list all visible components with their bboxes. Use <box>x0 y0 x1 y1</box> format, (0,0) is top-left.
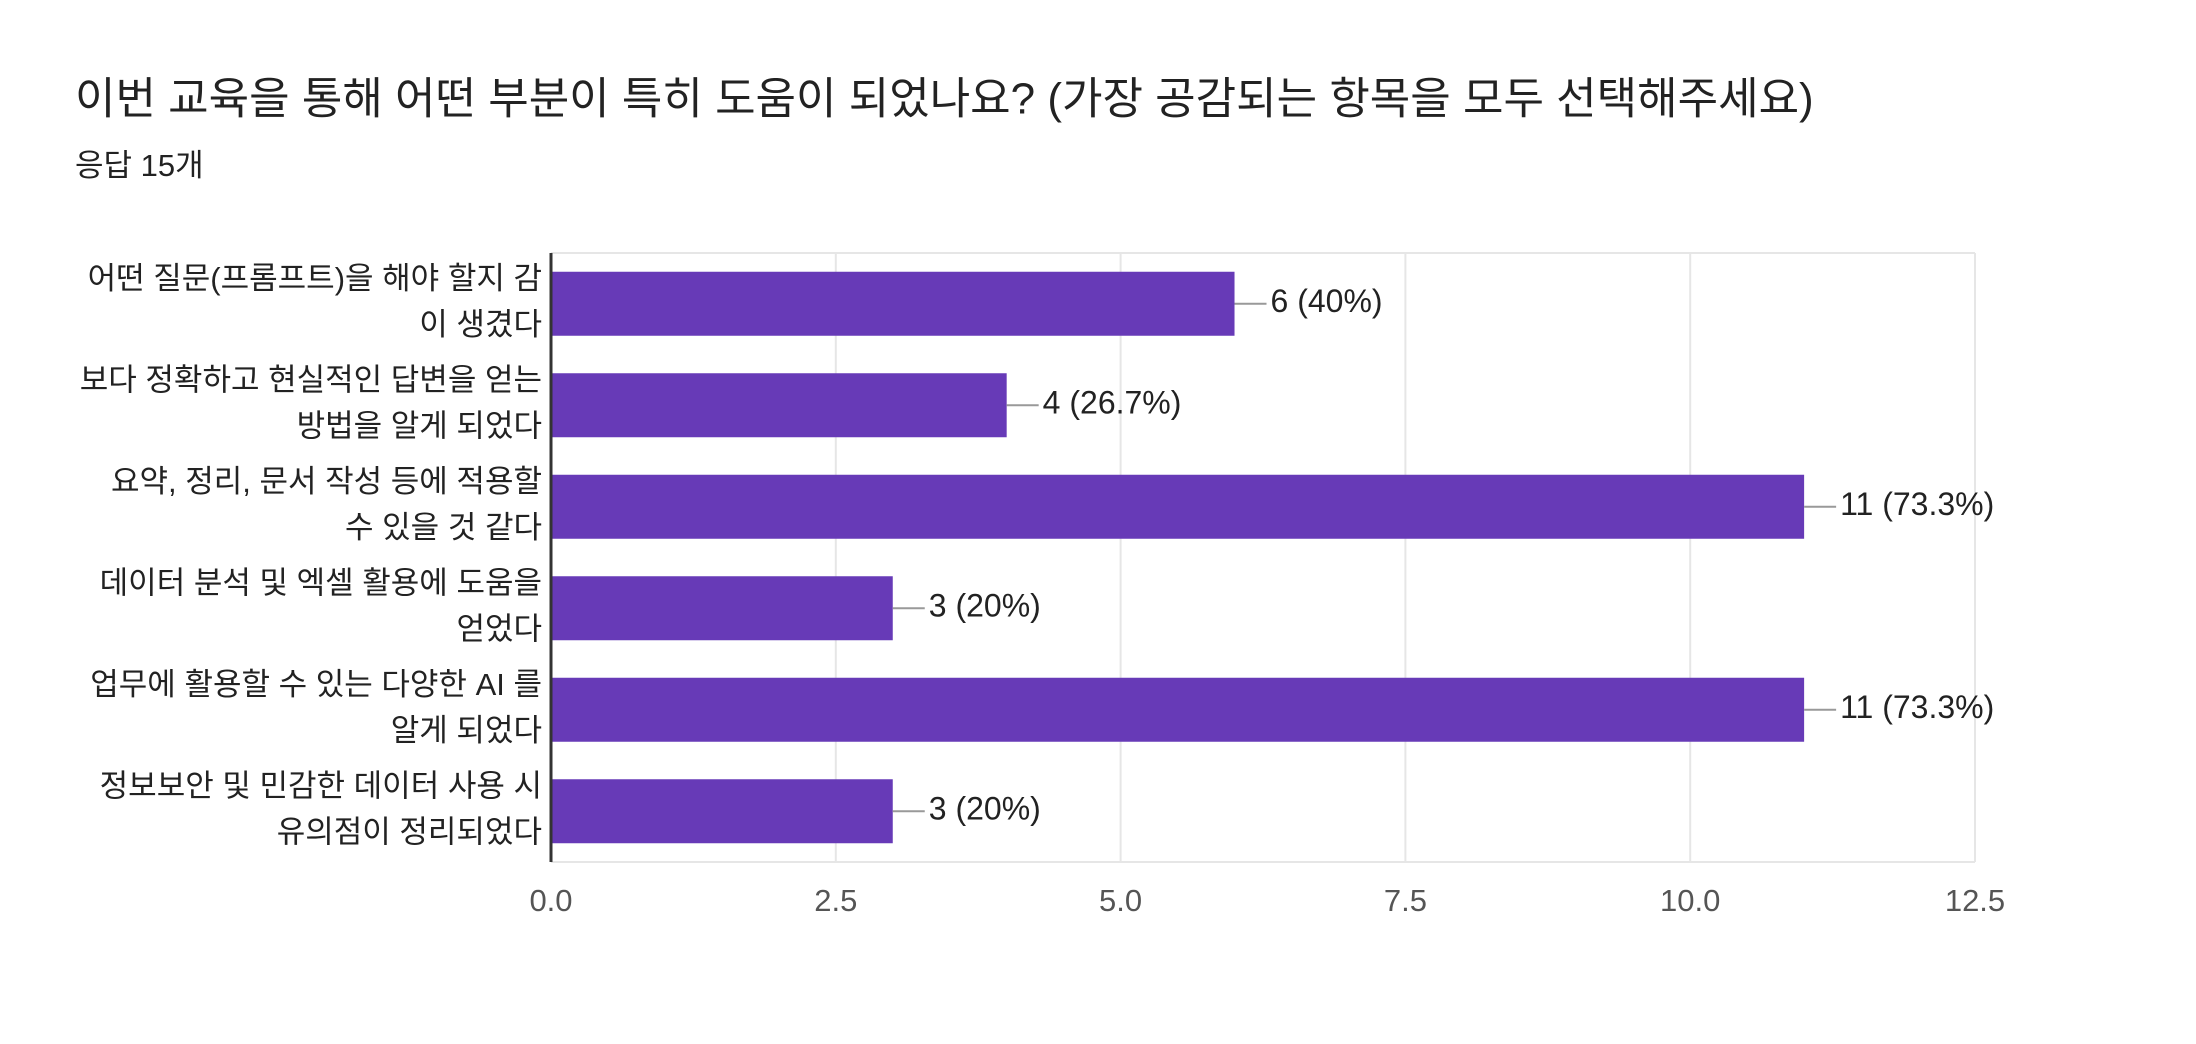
y-tick-label: 보다 정확하고 현실적인 답변을 얻는 <box>80 362 542 397</box>
y-tick-label: 정보보안 및 민감한 데이터 사용 시 <box>100 768 542 803</box>
bar <box>551 677 1805 742</box>
x-tick-label: 5.0 <box>1099 883 1142 918</box>
y-tick-label: 데이터 분석 및 엑셀 활용에 도움을 <box>100 565 542 600</box>
bar <box>551 474 1805 539</box>
value-label: 11 (73.3%) <box>1840 689 1994 725</box>
bar <box>551 271 1235 336</box>
y-tick-label: 알게 되었다 <box>391 713 542 748</box>
value-label: 4 (26.7%) <box>1043 385 1182 421</box>
y-tick-label: 이 생겼다 <box>419 307 542 342</box>
y-tick-label: 방법을 알게 되었다 <box>297 408 542 443</box>
bar <box>551 576 893 641</box>
x-tick-label: 10.0 <box>1660 883 1720 918</box>
chart-title: 이번 교육을 통해 어떤 부분이 특히 도움이 되었나요? (가장 공감되는 항… <box>75 75 1814 124</box>
y-tick-label: 어떤 질문(프롬프트)을 해야 할지 감 <box>88 261 542 296</box>
bar <box>551 373 1007 438</box>
y-tick-label: 수 있을 것 같다 <box>345 510 542 545</box>
x-tick-label: 2.5 <box>814 883 857 918</box>
y-tick-label: 유의점이 정리되었다 <box>277 814 542 849</box>
x-tick-label: 7.5 <box>1384 883 1427 918</box>
y-tick-label: 요약, 정리, 문서 작성 등에 적용할 <box>111 464 542 499</box>
chart-subtitle: 응답 15개 <box>75 148 204 183</box>
value-label: 3 (20%) <box>929 588 1041 624</box>
y-tick-label: 얻었다 <box>456 611 542 646</box>
value-label: 11 (73.3%) <box>1840 486 1994 522</box>
value-label: 3 (20%) <box>929 791 1041 827</box>
y-tick-label: 업무에 활용할 수 있는 다양한 AI 를 <box>90 667 542 702</box>
x-tick-label: 0.0 <box>529 883 572 918</box>
bar <box>551 779 893 844</box>
value-label: 6 (40%) <box>1271 283 1383 319</box>
x-tick-label: 12.5 <box>1945 883 2005 918</box>
